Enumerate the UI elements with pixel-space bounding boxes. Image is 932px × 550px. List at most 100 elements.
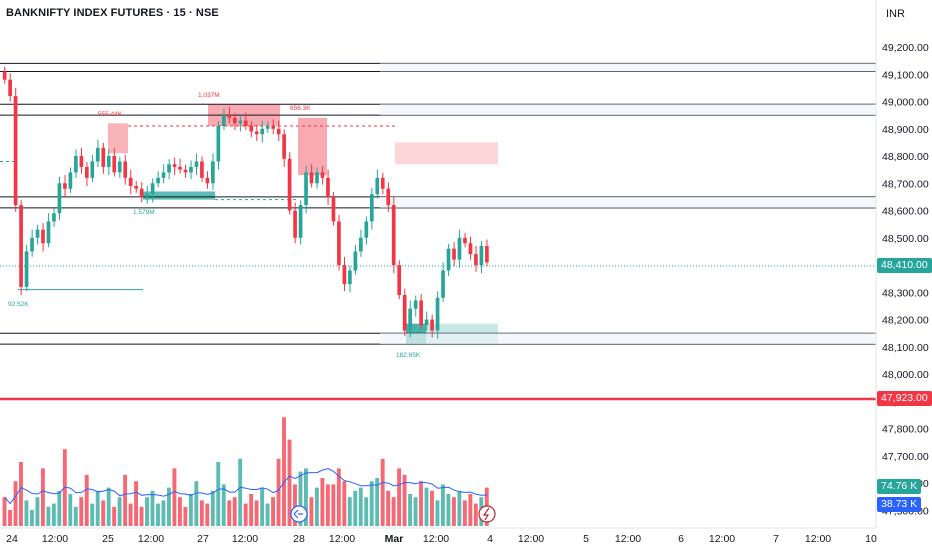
- volume-bar: [391, 497, 396, 526]
- volume-bar: [320, 478, 325, 526]
- candle-body: [30, 237, 34, 252]
- time-tick-label: 6: [678, 533, 684, 545]
- candle-body: [413, 300, 418, 309]
- volume-bar: [369, 481, 374, 526]
- time-tick-label: 24: [6, 533, 18, 545]
- symbol-title: BANKNIFTY INDEX FUTURES · 15 · NSE: [6, 7, 219, 19]
- volume-annotation: 182.85K: [396, 352, 421, 359]
- price-tick-label: 48,600.00: [882, 206, 929, 218]
- volume-annotation: 92.52K: [8, 301, 29, 308]
- candle-body: [408, 308, 412, 331]
- volume-bar: [424, 487, 429, 526]
- candle-body: [298, 205, 303, 238]
- price-tick-label: 48,200.00: [882, 315, 929, 327]
- candle-body: [24, 251, 29, 287]
- volume-bar: [139, 506, 144, 526]
- candle-body: [386, 188, 391, 206]
- volume-bar: [342, 481, 347, 526]
- volume-bar: [199, 500, 204, 526]
- demand-zone: [143, 191, 215, 200]
- candle-body: [419, 300, 423, 326]
- candle-body: [485, 245, 489, 263]
- time-tick-label: 5: [583, 533, 589, 545]
- volume-bar: [325, 484, 330, 526]
- candle-body: [112, 156, 117, 173]
- candle-body: [474, 254, 478, 266]
- supply-zone: [395, 142, 498, 165]
- volume-bar: [177, 497, 182, 526]
- candle-body: [189, 166, 193, 173]
- time-tick-label: 28: [293, 533, 305, 545]
- volume-bar: [128, 503, 133, 526]
- currency-label[interactable]: INR: [886, 8, 905, 20]
- horizontal-levels: [0, 62, 876, 345]
- volume-bar: [397, 468, 402, 526]
- candle-body: [117, 161, 122, 173]
- candle-body: [348, 270, 352, 285]
- volume-bar: [386, 490, 391, 526]
- volume-bar: [353, 490, 358, 526]
- candle-body: [101, 147, 106, 167]
- volume-bar: [68, 494, 73, 526]
- volume-ma-label: 38.73 K: [877, 497, 922, 512]
- price-tick-label: 48,300.00: [882, 287, 929, 299]
- candle-body: [364, 221, 369, 238]
- volume-bar: [282, 417, 286, 526]
- volume-bar: [221, 484, 226, 526]
- volume-bar: [238, 458, 243, 526]
- candle-body: [353, 251, 358, 271]
- time-tick-label: 12:00: [615, 533, 641, 545]
- volume-bar: [358, 487, 363, 526]
- replay-icon[interactable]: [290, 505, 308, 523]
- volume-bar: [24, 500, 29, 526]
- last-price-label: 48,410.00: [877, 258, 932, 273]
- candle-body: [380, 177, 385, 189]
- lightning-icon[interactable]: [478, 505, 496, 523]
- candle-body: [216, 126, 221, 162]
- candle-body: [74, 156, 78, 173]
- volume-bar: [408, 494, 412, 526]
- volume-bar: [265, 503, 270, 526]
- volume-bar: [216, 462, 221, 526]
- candle-body: [139, 188, 144, 197]
- volume-bar: [331, 484, 336, 526]
- volume-bar: [430, 490, 434, 526]
- volume-bar: [112, 506, 117, 526]
- volume-bar: [314, 487, 319, 526]
- level-band: [380, 63, 876, 72]
- price-tick-label: 48,900.00: [882, 124, 929, 136]
- volume-bar: [402, 474, 407, 526]
- candle-body: [441, 270, 445, 298]
- candle-body: [85, 166, 89, 178]
- volume-bar: [457, 490, 462, 526]
- volume-bar: [446, 494, 451, 526]
- candle-body: [337, 221, 341, 266]
- candle-body: [150, 183, 155, 195]
- candle-body: [369, 194, 374, 222]
- volume-bar: [243, 503, 248, 526]
- candle-body: [2, 71, 7, 80]
- volume-bar: [276, 458, 281, 526]
- volume-bar: [309, 497, 314, 526]
- candle-body: [287, 158, 292, 211]
- candle-body: [106, 156, 111, 167]
- candle-body: [167, 164, 171, 173]
- candle-body: [342, 265, 347, 285]
- time-tick-label: 12:00: [138, 533, 164, 545]
- time-tick-label: 27: [197, 533, 209, 545]
- candle-body: [205, 177, 210, 184]
- price-tick-label: 47,700.00: [882, 451, 929, 463]
- candle-body: [359, 237, 363, 252]
- volume-bar: [210, 490, 215, 526]
- candle-body: [452, 248, 456, 260]
- volume-bar: [451, 497, 456, 526]
- volume-bar: [462, 500, 467, 526]
- candle-body: [402, 295, 407, 331]
- volume-bar: [13, 481, 18, 526]
- time-tick-label: 12:00: [423, 533, 449, 545]
- candle-body: [19, 205, 23, 287]
- candle-body: [468, 243, 473, 255]
- volume-bar: [90, 503, 95, 526]
- candle-body: [8, 79, 12, 97]
